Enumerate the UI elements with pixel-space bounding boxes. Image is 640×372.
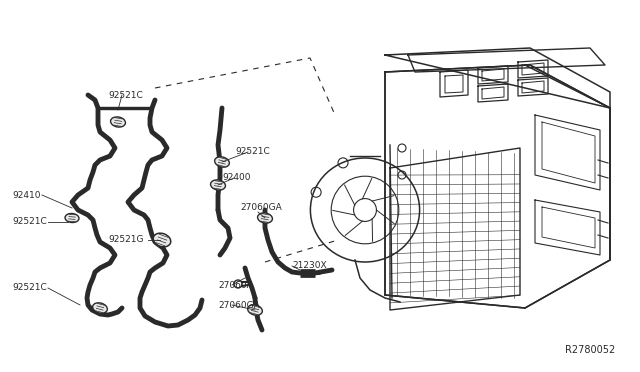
Ellipse shape (257, 213, 273, 223)
Ellipse shape (211, 180, 225, 190)
Text: 21230X: 21230X (292, 260, 326, 269)
Ellipse shape (248, 305, 262, 315)
Ellipse shape (93, 303, 108, 313)
Ellipse shape (153, 233, 171, 247)
Text: R2780052: R2780052 (564, 345, 615, 355)
Text: 92521C: 92521C (235, 148, 269, 157)
Text: 92521C: 92521C (12, 218, 47, 227)
Text: 27060GA: 27060GA (240, 203, 282, 212)
Text: 92410: 92410 (12, 190, 40, 199)
Ellipse shape (111, 117, 125, 127)
Text: 27060A: 27060A (218, 280, 253, 289)
Text: 92400: 92400 (222, 173, 250, 183)
Text: 92521G: 92521G (108, 235, 143, 244)
Text: 92521C: 92521C (12, 283, 47, 292)
Text: 92521C: 92521C (108, 90, 143, 99)
Ellipse shape (214, 157, 229, 167)
Text: 27060GA: 27060GA (218, 301, 260, 310)
Ellipse shape (65, 214, 79, 222)
